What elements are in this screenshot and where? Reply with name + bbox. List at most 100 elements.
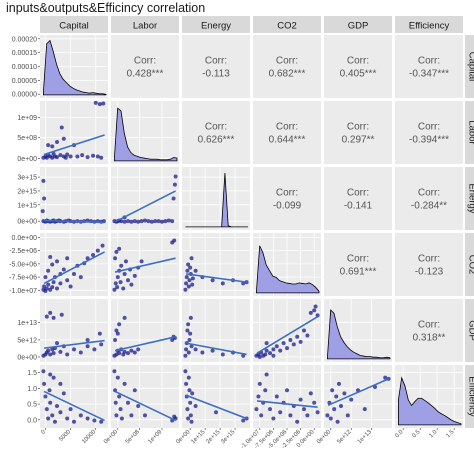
- corr-heading: Corr:: [276, 188, 298, 199]
- corr-heading: Corr:: [276, 56, 298, 67]
- regression-line-efficiency-labor: [114, 390, 176, 422]
- panel-energy-gdp: [324, 167, 392, 230]
- scatter-point: [186, 262, 191, 267]
- scatter-point: [91, 153, 96, 158]
- row-label-gdp: GDP: [467, 320, 474, 341]
- x-tick-label: 0.0: [394, 429, 405, 440]
- scatter-point: [65, 416, 70, 421]
- scatter-point: [119, 219, 124, 224]
- scatter-point: [99, 342, 104, 347]
- scatter-point: [312, 308, 317, 313]
- scatter-point: [308, 391, 313, 396]
- scatter-point: [126, 400, 130, 405]
- scatter-point: [72, 419, 76, 424]
- scatter-point: [112, 369, 117, 374]
- row-label-co2: CO2: [467, 255, 474, 275]
- scatter-point: [44, 286, 49, 291]
- panel-capital-efficiency: [395, 35, 463, 98]
- scatter-point: [185, 328, 190, 333]
- scatter-point: [332, 407, 337, 412]
- scatter-point: [186, 322, 191, 327]
- regression-line-efficiency-capital: [43, 390, 105, 422]
- scatter-point: [187, 337, 192, 342]
- x-tick-label: 0.5: [411, 429, 422, 440]
- scatter-point: [59, 312, 64, 317]
- regression-line-gdp-co2: [256, 315, 319, 354]
- corr-heading: Corr:: [418, 320, 440, 331]
- scatter-point: [55, 403, 59, 408]
- scatter-point: [278, 410, 283, 415]
- scatter-point: [92, 347, 97, 352]
- scatter-point: [156, 219, 161, 224]
- scatter-point: [186, 350, 191, 355]
- scatter-point: [263, 352, 268, 357]
- scatter-point: [308, 310, 313, 315]
- y-tick-label: 0.0: [27, 417, 37, 424]
- scatter-point: [190, 282, 195, 287]
- y-tick-label: 0.00015: [12, 50, 37, 57]
- panel-energy-co2: [253, 167, 321, 230]
- scatter-point: [72, 271, 76, 276]
- scatter-point: [129, 413, 134, 418]
- scatter-point: [268, 407, 272, 412]
- panel-labor-energy: [182, 101, 250, 164]
- y-tick-label: 1e+13: [17, 320, 37, 327]
- scatter-point: [349, 397, 354, 402]
- scatter-point: [188, 265, 193, 270]
- column-strip-efficiency: [395, 16, 463, 33]
- x-tick-label: 1e+15: [190, 429, 207, 446]
- scatter-point: [285, 346, 289, 351]
- y-tick-label: 1e+15: [17, 202, 37, 209]
- corr-heading: Corr:: [205, 122, 227, 133]
- scatter-point: [93, 100, 98, 105]
- corr-value-labor-capital: 0.428***: [127, 69, 164, 80]
- scatter-point: [210, 348, 215, 353]
- regression-line-efficiency-energy: [185, 394, 247, 420]
- scatter-point: [139, 259, 144, 264]
- regression-line-labor-capital: [43, 134, 105, 156]
- scatter-point: [61, 391, 66, 396]
- scatter-point: [328, 416, 333, 421]
- scatter-point: [143, 413, 147, 418]
- scatter-point: [146, 219, 151, 224]
- scatter-point: [241, 418, 246, 423]
- scatter-point: [58, 381, 63, 386]
- row-strip-gdp: [465, 299, 474, 362]
- scatter-point: [298, 339, 303, 344]
- corr-heading: Corr:: [418, 254, 440, 265]
- scatter-point: [271, 347, 276, 352]
- column-label-energy: Energy: [201, 21, 231, 32]
- scatter-point: [136, 403, 141, 408]
- column-strip-co2: [253, 16, 321, 33]
- panel-efficiency-gdp: [324, 365, 392, 428]
- scatter-point: [190, 276, 195, 281]
- scatter-point: [55, 286, 59, 291]
- scatter-point: [188, 331, 193, 336]
- scatter-point: [171, 196, 176, 201]
- scatter-point: [101, 101, 106, 106]
- scatter-point: [58, 281, 63, 286]
- scatter-point: [160, 219, 164, 224]
- regression-line-co2-capital: [43, 251, 105, 285]
- scatter-point: [78, 413, 83, 418]
- scatter-point: [68, 284, 73, 289]
- corr-value-gdp-energy: -0.141: [344, 201, 373, 212]
- scatter-point: [336, 381, 341, 386]
- scatter-point: [95, 248, 100, 253]
- scatter-point: [55, 155, 59, 160]
- panel-co2-efficiency: [395, 233, 463, 296]
- column-strip-gdp: [324, 16, 392, 33]
- scatter-point: [115, 275, 120, 280]
- scatter-point: [185, 268, 190, 273]
- corr-value-co2-capital: 0.682***: [269, 69, 306, 80]
- scatter-point: [41, 369, 46, 374]
- scatter-point: [264, 341, 269, 346]
- scatter-point: [113, 400, 118, 405]
- scatter-point: [117, 322, 122, 327]
- scatter-point: [68, 154, 73, 159]
- scatter-point: [46, 268, 51, 273]
- scatter-point: [268, 351, 272, 356]
- density-energy: [185, 173, 248, 228]
- scatter-point: [271, 416, 276, 421]
- scatter-point: [63, 155, 68, 160]
